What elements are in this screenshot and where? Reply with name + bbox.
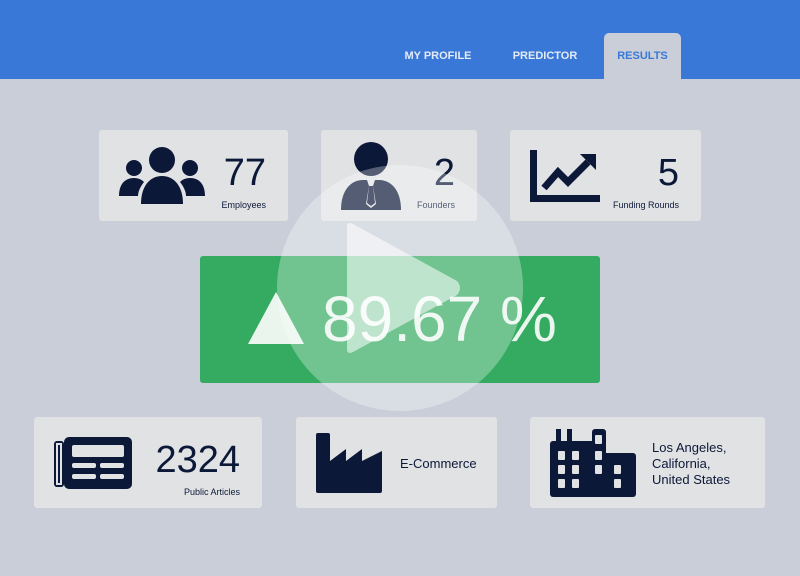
location-card: Los Angeles, California, United States bbox=[530, 417, 765, 508]
factory-icon bbox=[316, 433, 382, 493]
funding-value: 5 bbox=[657, 152, 679, 194]
industry-value: E-Commerce bbox=[400, 456, 477, 471]
employees-card: 77 Employees bbox=[99, 130, 288, 221]
founders-label: Founders bbox=[416, 200, 455, 210]
founders-value: 2 bbox=[433, 152, 455, 194]
funding-label: Funding Rounds bbox=[612, 200, 679, 210]
group-icon bbox=[119, 147, 205, 204]
top-nav-bar: MY PROFILE PREDICTOR RESULTS bbox=[0, 0, 800, 79]
triangle-up-icon bbox=[248, 292, 304, 344]
funding-card: 5 Funding Rounds bbox=[510, 130, 701, 221]
articles-value: 2324 bbox=[155, 439, 240, 481]
newspaper-icon bbox=[54, 437, 132, 489]
articles-label: Public Articles bbox=[183, 487, 240, 497]
tab-results[interactable]: RESULTS bbox=[604, 33, 681, 79]
play-icon bbox=[347, 223, 460, 353]
founders-card: 2 Founders bbox=[321, 130, 477, 221]
location-value: Los Angeles, California, United States bbox=[652, 440, 730, 488]
businessman-icon bbox=[341, 142, 401, 210]
video-play-button[interactable] bbox=[277, 165, 523, 411]
tab-my-profile[interactable]: MY PROFILE bbox=[404, 50, 472, 62]
location-country: United States bbox=[652, 472, 731, 487]
building-icon bbox=[550, 429, 636, 497]
industry-card: E-Commerce bbox=[296, 417, 497, 508]
employees-value: 77 bbox=[223, 152, 266, 194]
line-chart-icon bbox=[530, 150, 600, 202]
location-state: California, bbox=[652, 456, 711, 471]
location-city: Los Angeles, bbox=[652, 440, 727, 455]
tab-predictor[interactable]: PREDICTOR bbox=[512, 50, 578, 62]
employees-label: Employees bbox=[221, 200, 266, 210]
articles-card: 2324 Public Articles bbox=[34, 417, 262, 508]
